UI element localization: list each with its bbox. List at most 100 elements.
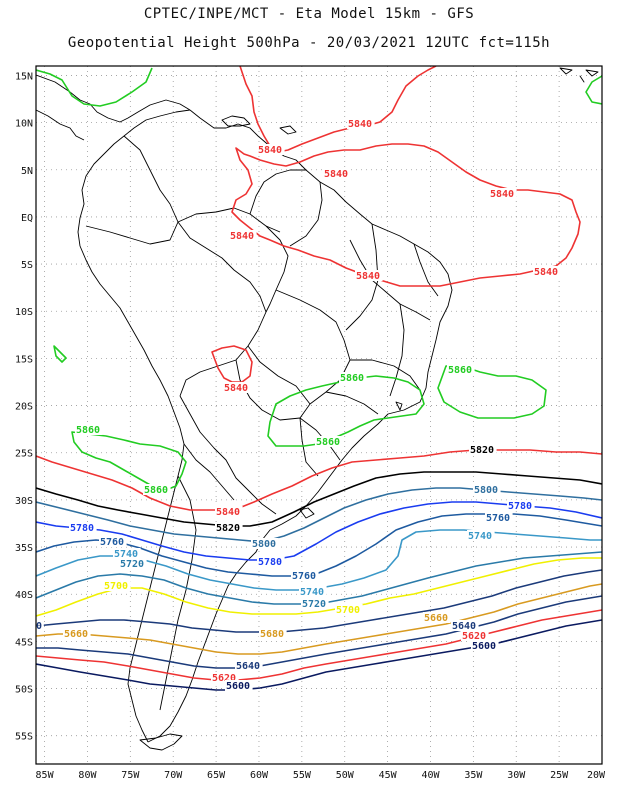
contour-label: 5860 (144, 485, 168, 496)
contour-5620 (36, 609, 602, 681)
contour-label: 5640 (452, 621, 476, 632)
contour-label: 5780 (258, 557, 282, 568)
contour-label: 5840 (230, 231, 254, 242)
contour-label: 5780 (508, 501, 532, 512)
lat-tick-label: 45S (15, 637, 33, 648)
coastline-borders (36, 67, 599, 751)
lat-tick-label: EQ (21, 213, 33, 224)
lon-tick-label: 75W (121, 770, 140, 781)
contour-5860-atlantic (437, 365, 547, 419)
contour-label: 5860 (76, 425, 100, 436)
lon-tick-label: 40W (421, 770, 440, 781)
contour-label-bg (315, 436, 343, 447)
contour-label-bg (507, 500, 535, 511)
contour-label-bg (447, 364, 475, 375)
lat-tick-label: 5S (21, 260, 33, 271)
contour-label: 5820 (470, 445, 494, 456)
contour-5600 (36, 619, 602, 691)
contour-label-bg (299, 586, 327, 597)
contour-label: 5700 (104, 581, 128, 592)
lon-tick-label: 55W (293, 770, 312, 781)
lon-tick-label: 60W (250, 770, 269, 781)
contour-label: 5800 (252, 539, 276, 550)
contour-label: 5860 (448, 365, 472, 376)
contour-label-bg (467, 530, 495, 541)
contour-label-bg (335, 604, 363, 615)
lon-tick-label: 80W (78, 770, 97, 781)
contour-label-bg (347, 118, 375, 129)
contour-label: 5620 (212, 673, 236, 684)
contour-label: 5840 (216, 507, 240, 518)
lon-tick-label: 35W (464, 770, 483, 781)
contour-label-bg (533, 266, 561, 277)
contour-5660 (36, 583, 602, 655)
contour-label-bg (259, 628, 287, 639)
contour-label: 5840 (224, 383, 248, 394)
contour-label-bg (215, 506, 243, 517)
contour-label-bg (75, 424, 103, 435)
lat-tick-label: 15N (15, 71, 33, 82)
lat-tick-label: 55S (15, 732, 33, 743)
lon-tick-label: 20W (587, 770, 606, 781)
contour-label-bg (471, 640, 499, 651)
contour-label-bg (301, 598, 329, 609)
contour-label: 5740 (300, 587, 324, 598)
contour-label: 5780 (70, 523, 94, 534)
contour-label-bg (223, 382, 251, 393)
contour-label-bg (143, 484, 171, 495)
contour-label-bg (99, 536, 127, 547)
contour-label: 5860 (340, 373, 364, 384)
contour-label-bg (235, 660, 263, 671)
contour-label: 5840 (348, 119, 372, 130)
contour-label-bg (485, 512, 513, 523)
contour-label: 5820 (216, 523, 240, 534)
map-subtitle: Geopotential Height 500hPa - 20/03/2021 … (67, 35, 551, 51)
contour-label-bg (69, 522, 97, 533)
contour-label-bg (461, 630, 489, 641)
contour-label-bg (103, 580, 131, 591)
contour-label: 5600 (472, 641, 496, 652)
contour-label-bg (225, 680, 253, 691)
lon-tick-label: 50W (336, 770, 355, 781)
contour-label-bg (323, 168, 351, 179)
map-frame (35, 65, 603, 765)
contour-label-bg (63, 628, 91, 639)
lat-tick-label: 40S (15, 590, 33, 601)
map-title: CPTEC/INPE/MCT - Eta Model 15km - GFS (143, 6, 475, 22)
contour-label: 5720 (120, 559, 144, 570)
contour-label: 5840 (356, 271, 380, 282)
contour-5840-north (239, 66, 437, 153)
lon-tick-label: 25W (550, 770, 569, 781)
contour-5860-topright (585, 75, 602, 105)
latitude-axis: 15N 10N 5N EQ 5S 10S 15S 20S 25S 30S 35S 40S 45S 50S 5… (15, 71, 33, 742)
contour-label-bg (257, 556, 285, 567)
contour-5780 (36, 501, 602, 561)
contour-5800 (36, 487, 602, 543)
contour-label: 5700 (336, 605, 360, 616)
contour-label: 5860 (316, 437, 340, 448)
contour-label-bg (339, 372, 367, 383)
lat-tick-label: 15S (15, 354, 33, 365)
contour-label: 80 (30, 621, 42, 632)
contour-label: 5720 (302, 599, 326, 610)
lon-tick-label: 85W (36, 770, 55, 781)
contour-5640 (36, 595, 602, 669)
contour-label-bg (113, 548, 141, 559)
longitude-axis: 85W 80W 75W 70W 65W 60W 55W 50W 45W 40W 35W 30W 25W 2… (36, 770, 606, 781)
contour-label-bg (423, 612, 451, 623)
contour-label-bg (36, 620, 44, 631)
contour-label: 5600 (226, 681, 250, 692)
lat-tick-label: 20S (15, 402, 33, 413)
contour-label-bg (257, 144, 285, 155)
contour-label: 5760 (100, 537, 124, 548)
lat-tick-label: 25S (15, 449, 33, 460)
contour-5860-caribbean (36, 67, 153, 107)
contour-label-bg (473, 484, 501, 495)
contour-label: 5680 (260, 629, 284, 640)
contour-label: 5760 (292, 571, 316, 582)
contour-label: 5620 (462, 631, 486, 642)
contour-label-bg (355, 270, 383, 281)
lon-tick-label: 45W (379, 770, 398, 781)
contour-5820 (36, 471, 602, 527)
